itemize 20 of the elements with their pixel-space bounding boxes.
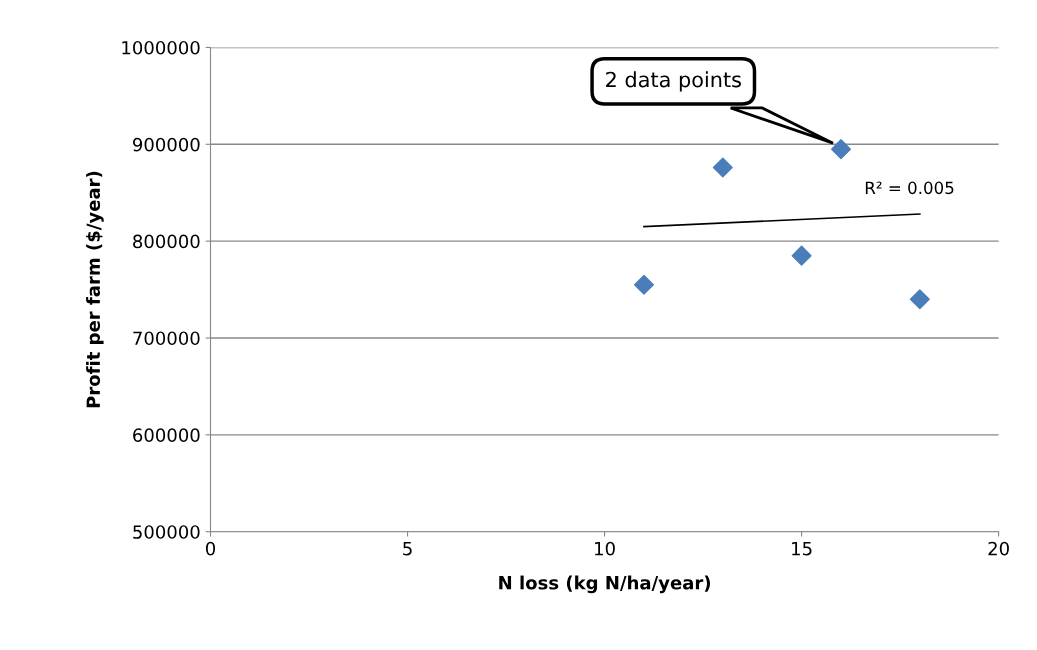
annotation: R² = 0.005 [865,181,954,195]
x-tick-label: 20 [988,541,1009,556]
x-axis-title: N loss (kg N/ha/year) [499,575,710,594]
y-tick-label: 1000000 [122,40,200,55]
point [712,157,733,178]
y-tick-label: 500000 [133,525,200,539]
y-tick-label: 900000 [133,137,200,152]
point [791,245,812,266]
point [830,139,852,160]
y-tick-label: 800000 [133,234,200,249]
x-tick-label: 15 [792,541,812,556]
annotation: 2 data points [606,71,741,92]
x-tick-label: 5 [403,541,412,556]
y-axis-title: Profit per farm ($/year) [86,171,104,408]
x-tick-label: 10 [595,541,615,556]
point [633,274,654,295]
x-tick-label: 0 [205,541,216,556]
y-tick-label: 600000 [133,428,200,442]
y-tick-label: 700000 [133,331,200,346]
point [909,289,930,310]
